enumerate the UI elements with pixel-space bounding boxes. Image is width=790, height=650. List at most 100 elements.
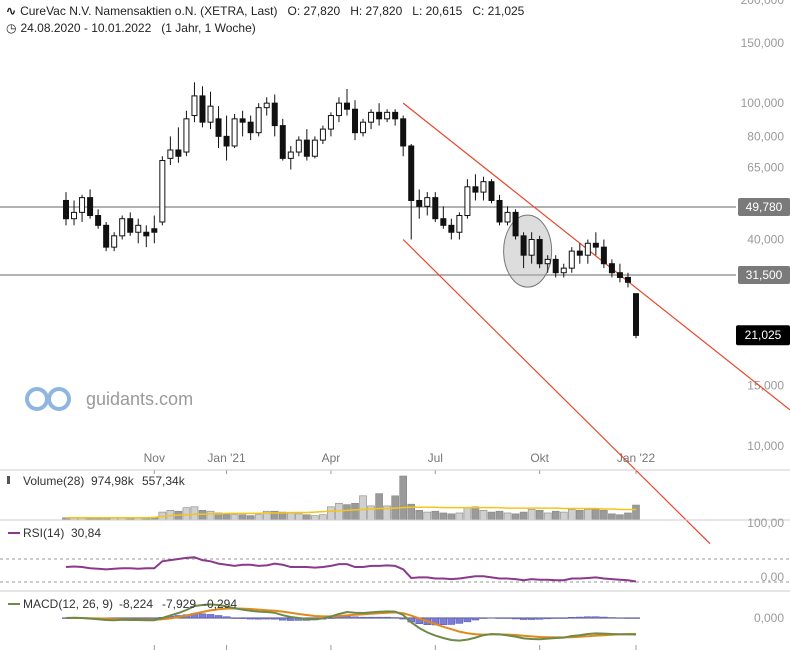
macd-hist-bar bbox=[287, 617, 295, 621]
candle bbox=[191, 82, 198, 123]
volume-bar bbox=[584, 509, 592, 521]
candle bbox=[151, 215, 158, 244]
volume-bar bbox=[286, 512, 295, 521]
candle bbox=[504, 206, 511, 226]
candle-body bbox=[279, 125, 286, 159]
channel-upper bbox=[402, 102, 790, 411]
candle-body bbox=[480, 181, 487, 193]
macd-hist-bar bbox=[279, 617, 287, 621]
candle bbox=[352, 100, 359, 141]
candle-body bbox=[343, 102, 350, 110]
candle-body bbox=[191, 95, 198, 117]
volume-bar bbox=[359, 495, 367, 521]
candle-body bbox=[360, 121, 367, 134]
candle bbox=[119, 215, 126, 240]
volume-bar bbox=[343, 504, 351, 521]
candle-body bbox=[512, 211, 519, 237]
candle-body bbox=[119, 218, 126, 237]
macd-hist-bar bbox=[600, 616, 608, 619]
macd-hist-bar bbox=[527, 617, 536, 620]
candle bbox=[343, 88, 350, 116]
volume-bar bbox=[519, 511, 528, 521]
hline-label-box bbox=[738, 266, 790, 285]
volume-bar bbox=[600, 510, 608, 521]
volume-bar bbox=[230, 514, 239, 521]
volume-bar bbox=[399, 475, 407, 521]
macd-signal-value: -7,929 bbox=[162, 597, 196, 611]
x-tick-label: Jan '21 bbox=[207, 451, 246, 465]
candle bbox=[568, 247, 575, 273]
interval: (1 Jahr, 1 Woche) bbox=[161, 21, 256, 35]
instrument-name: CureVac N.V. Namensaktien o.N. (XETRA, L… bbox=[20, 4, 278, 18]
candle-body bbox=[504, 211, 511, 223]
volume-bar bbox=[487, 511, 496, 521]
candle-body bbox=[400, 118, 407, 147]
macd-hist-bar bbox=[576, 616, 584, 619]
candle-body bbox=[287, 151, 294, 159]
macd-hist-bar bbox=[391, 617, 399, 619]
volume-bar bbox=[246, 515, 255, 521]
macd-title: MACD(12, 26, 9) bbox=[23, 597, 113, 611]
volume-icon bbox=[7, 476, 10, 484]
candle-body bbox=[416, 199, 423, 207]
macd-hist-bar bbox=[214, 615, 223, 619]
rsi-line bbox=[65, 556, 637, 583]
macd-hist-bar bbox=[375, 616, 383, 619]
candle-body bbox=[392, 111, 399, 120]
volume-bar bbox=[206, 510, 215, 521]
candle-body bbox=[633, 293, 639, 336]
candle-body bbox=[127, 218, 134, 233]
macd-hist-bar bbox=[592, 616, 600, 619]
candle-body bbox=[135, 224, 142, 233]
volume-bar bbox=[511, 513, 520, 521]
volume-bar bbox=[447, 513, 456, 521]
candle bbox=[472, 174, 479, 201]
y-tick-label: 10,000 bbox=[747, 439, 784, 453]
macd-hist-bar bbox=[351, 616, 359, 619]
macd-hist-bar bbox=[487, 617, 496, 619]
candle bbox=[287, 145, 294, 170]
candle bbox=[584, 239, 591, 264]
candle bbox=[600, 239, 607, 269]
macd-hist-bar bbox=[624, 617, 632, 619]
candle bbox=[408, 143, 415, 240]
macd-hist-bar bbox=[246, 617, 255, 620]
candle bbox=[175, 127, 182, 163]
candle-body bbox=[159, 160, 166, 223]
header-line-2: ◷ 24.08.2020 - 10.01.2022 (1 Jahr, 1 Woche… bbox=[6, 21, 266, 35]
candle bbox=[263, 97, 270, 116]
volume-bar bbox=[503, 512, 512, 521]
y-tick-label: 15,000 bbox=[747, 378, 784, 392]
x-tick-label: Okt bbox=[530, 451, 549, 465]
volume-bar bbox=[254, 514, 263, 521]
logo-ring-right bbox=[47, 387, 71, 411]
candle bbox=[255, 103, 262, 137]
macd-hist-bar bbox=[535, 617, 544, 620]
candle-body bbox=[111, 235, 118, 248]
macd-hist-bar bbox=[519, 617, 528, 620]
candle bbox=[247, 115, 254, 141]
candle bbox=[464, 179, 471, 219]
volume-bar bbox=[367, 505, 375, 521]
guidants-logo bbox=[25, 387, 71, 411]
candle bbox=[552, 255, 559, 278]
volume-value: 974,98k bbox=[91, 474, 135, 488]
candle bbox=[231, 113, 238, 148]
candle bbox=[624, 272, 631, 288]
macd-line bbox=[65, 603, 637, 642]
candle bbox=[319, 125, 326, 144]
candle bbox=[496, 194, 503, 226]
candle bbox=[560, 263, 567, 278]
volume-bar bbox=[319, 514, 327, 521]
candle-body bbox=[103, 224, 110, 248]
macd-hist-bar bbox=[463, 617, 472, 623]
close-value: C: 21,025 bbox=[472, 4, 525, 18]
macd-hist-bar bbox=[142, 617, 151, 619]
candle-body bbox=[263, 102, 270, 109]
candle bbox=[103, 221, 110, 252]
candle bbox=[424, 192, 431, 216]
candle-body bbox=[496, 199, 503, 223]
candle bbox=[400, 115, 407, 157]
